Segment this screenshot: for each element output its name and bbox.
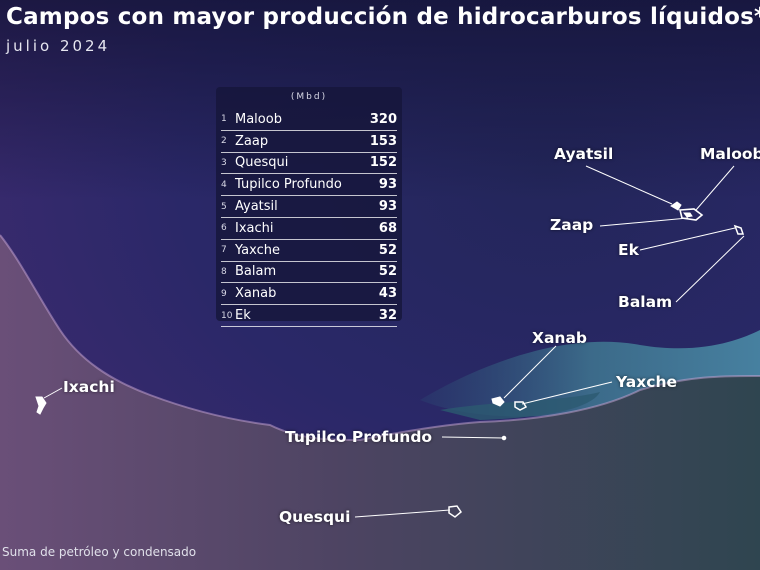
row-name: Tupilco Profundo xyxy=(235,177,342,193)
row-rank: 10 xyxy=(221,310,233,321)
row-value: 93 xyxy=(378,199,397,215)
label-ek: Ek xyxy=(618,241,639,259)
row-value: 52 xyxy=(378,242,397,258)
row-name: Ayatsil xyxy=(235,199,278,215)
row-value: 32 xyxy=(378,308,397,324)
row-value: 52 xyxy=(378,264,397,280)
row-rank: 4 xyxy=(221,179,227,190)
continental-shelf xyxy=(420,330,760,417)
table-row: 9 Xanab 43 xyxy=(221,283,397,306)
marker-zaap xyxy=(683,212,693,218)
row-rank: 5 xyxy=(221,201,227,212)
leader-lines xyxy=(43,165,745,518)
label-ayatsil: Ayatsil xyxy=(554,145,614,163)
row-rank: 7 xyxy=(221,245,227,256)
row-name: Ek xyxy=(235,308,251,324)
label-tupilco-profundo: Tupilco Profundo xyxy=(285,428,433,446)
map-title: Campos con mayor producción de hidrocarb… xyxy=(6,4,760,30)
field-markers xyxy=(35,201,745,518)
marker-maloob xyxy=(678,208,704,221)
row-name: Balam xyxy=(235,264,277,280)
row-rank: 9 xyxy=(221,288,227,299)
land-mass xyxy=(0,235,760,570)
label-ixachi: Ixachi xyxy=(63,378,115,396)
label-balam: Balam xyxy=(618,293,673,311)
label-quesqui: Quesqui xyxy=(279,508,351,526)
row-rank: 8 xyxy=(221,266,227,277)
footnote: Suma de petróleo y condensado xyxy=(2,545,197,559)
label-maloob: Maloob xyxy=(700,145,760,163)
label-yaxche: Yaxche xyxy=(616,373,677,391)
marker-xanab xyxy=(491,396,505,407)
table-row: 2 Zaap 153 xyxy=(221,131,397,153)
table-row: 5 Ayatsil 93 xyxy=(221,196,397,218)
row-name: Zaap xyxy=(235,133,269,149)
table-row: 3 Quesqui 152 xyxy=(221,153,397,175)
table-row: 8 Balam 52 xyxy=(221,262,397,284)
row-value: 153 xyxy=(369,133,397,149)
marker-yaxche xyxy=(514,401,528,411)
row-rank: 1 xyxy=(221,114,227,125)
row-name: Xanab xyxy=(235,286,277,302)
row-rank: 3 xyxy=(221,157,227,168)
marker-ayatsil xyxy=(670,201,682,211)
label-zaap: Zaap xyxy=(550,216,594,234)
table-row: 4 Tupilco Profundo 93 xyxy=(221,174,397,197)
table-row: 10 Ek 32 xyxy=(221,305,397,327)
marker-quesqui xyxy=(448,505,462,518)
marker-ek-balam xyxy=(733,224,745,235)
row-value: 152 xyxy=(369,155,397,171)
marker-ixachi xyxy=(35,396,47,415)
row-name: Yaxche xyxy=(235,242,280,258)
row-name: Quesqui xyxy=(235,155,289,171)
table-row: 1 Maloob 320 xyxy=(221,109,397,131)
row-value: 320 xyxy=(369,111,397,127)
table-row: 6 Ixachi 68 xyxy=(221,218,397,240)
unit-label: (Mbd) xyxy=(290,92,328,102)
row-name: Maloob xyxy=(235,111,282,127)
table-row: 7 Yaxche 52 xyxy=(221,240,397,262)
row-rank: 6 xyxy=(221,223,227,234)
row-value: 43 xyxy=(378,286,397,302)
row-name: Ixachi xyxy=(235,220,274,236)
map-subtitle: julio 2024 xyxy=(6,37,111,55)
row-value: 93 xyxy=(378,177,397,193)
label-xanab: Xanab xyxy=(532,329,587,347)
row-rank: 2 xyxy=(221,136,227,147)
row-value: 68 xyxy=(378,220,397,236)
